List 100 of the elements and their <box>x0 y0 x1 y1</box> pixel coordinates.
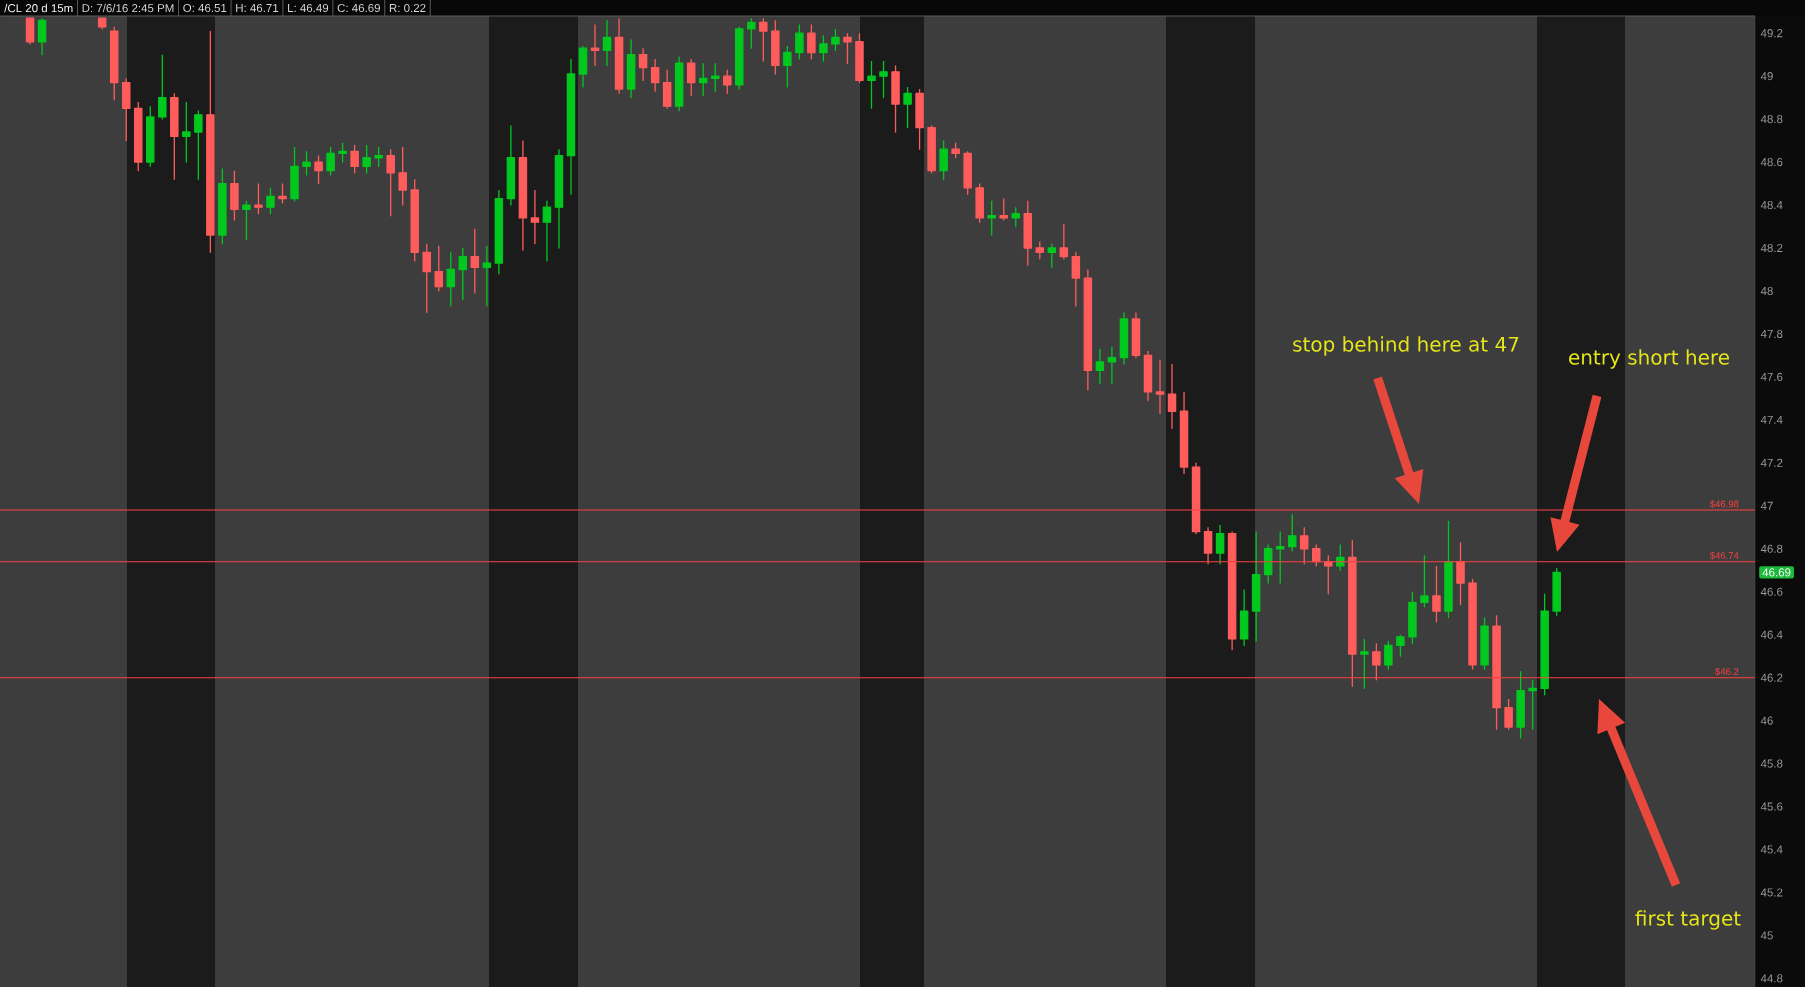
candlestick <box>206 30 215 253</box>
candlestick <box>121 77 131 142</box>
candlestick <box>506 124 516 206</box>
candlestick <box>1071 251 1081 307</box>
candlestick <box>278 182 287 204</box>
text: H: 46.71 <box>236 3 279 13</box>
candlestick <box>158 54 167 120</box>
candlestick <box>133 101 143 172</box>
candlestick <box>1287 513 1297 552</box>
y-tick-label: 48.2 <box>1760 243 1783 253</box>
y-tick-label: 45.8 <box>1760 759 1783 768</box>
candlestick <box>302 150 311 176</box>
y-tick-label: 47 <box>1760 501 1773 510</box>
y-tick-label: 45.6 <box>1760 802 1783 811</box>
candlestick <box>747 17 756 49</box>
annotation: stop behind here at 47 <box>1293 336 1519 356</box>
candlestick <box>1011 206 1021 228</box>
candlestick <box>1408 591 1417 644</box>
candlestick <box>975 182 984 223</box>
candlestick <box>386 148 395 217</box>
y-tick-label: 46.2 <box>1760 673 1783 682</box>
candlestick <box>1299 526 1309 565</box>
candlestick <box>530 189 540 245</box>
candlestick <box>1348 539 1357 687</box>
candlestick <box>879 60 888 99</box>
candlestick <box>350 144 359 174</box>
candlestick <box>1540 593 1549 696</box>
candlestick <box>1372 642 1381 681</box>
candlestick <box>97 17 107 30</box>
candlestick <box>783 45 792 88</box>
candlestick <box>710 62 720 92</box>
candlestick <box>891 64 900 133</box>
candlestick <box>698 62 708 97</box>
y-tick-label: 48 <box>1760 286 1773 296</box>
candlestick <box>1035 240 1045 260</box>
candlestick <box>578 45 588 88</box>
candlestick <box>37 17 47 56</box>
candlestick <box>230 170 239 221</box>
candlestick <box>1492 614 1501 730</box>
candlestick <box>903 86 912 129</box>
candlestick <box>1083 268 1093 391</box>
candlestick <box>843 32 852 64</box>
candlestick <box>146 105 155 168</box>
candlestick <box>362 144 371 174</box>
candlestick <box>1312 543 1321 567</box>
y-tick-label: 48.6 <box>1760 157 1783 167</box>
candlestick <box>819 34 828 62</box>
y-tick-label: 44.8 <box>1760 974 1783 983</box>
candlestick <box>590 23 600 67</box>
candlestick <box>422 243 431 314</box>
candlestick <box>254 182 263 215</box>
candlestick <box>686 58 696 97</box>
y-tick-label: 49.2 <box>1760 29 1783 38</box>
y-tick-label: 46 <box>1760 716 1773 725</box>
annotation: entry short here <box>1569 349 1729 369</box>
candlestick <box>194 109 203 180</box>
candlestick <box>1179 391 1189 475</box>
candlestick <box>1420 554 1429 608</box>
ref-line-label: $46.2 <box>1715 667 1739 676</box>
candlestick <box>518 139 528 251</box>
candlestick <box>807 23 816 60</box>
y-tick-label: 47.4 <box>1760 415 1783 424</box>
candlestick <box>470 228 480 294</box>
text: O: 46.51 <box>183 3 227 13</box>
candlestick <box>338 142 347 163</box>
candlestick <box>662 69 672 110</box>
candlestick <box>638 47 648 82</box>
candlestick <box>626 38 636 99</box>
candlestick <box>182 101 191 163</box>
candlestick <box>795 23 804 60</box>
candlestick <box>1504 698 1513 730</box>
candlestick <box>242 200 251 241</box>
y-tick-label: 46.6 <box>1760 587 1783 596</box>
candlestick <box>1468 578 1477 670</box>
candlestick <box>1215 524 1225 565</box>
candlestick <box>602 19 612 67</box>
candlestick <box>109 26 119 101</box>
y-tick-label: 48.8 <box>1760 115 1783 124</box>
candlestick <box>831 28 840 52</box>
candlestick <box>1480 616 1489 670</box>
candlestick <box>1516 670 1525 739</box>
y-tick-label: 46.8 <box>1760 544 1783 553</box>
candlestick <box>867 60 876 110</box>
candlestick <box>1227 530 1237 651</box>
text: D: 7/6/16 2:45 PM <box>82 3 174 13</box>
y-tick-label: 48.4 <box>1760 200 1783 210</box>
y-tick-label: 47.6 <box>1760 372 1783 381</box>
candlestick <box>1432 565 1441 623</box>
candlestick <box>25 17 35 45</box>
candlestick <box>1552 567 1561 616</box>
candlestick <box>735 26 744 90</box>
candlestick <box>1059 223 1069 260</box>
candlestick <box>542 200 552 262</box>
candlestick <box>482 245 492 307</box>
candlestick <box>614 17 624 94</box>
candlestick <box>951 142 960 159</box>
candlestick <box>326 146 335 176</box>
chart-title: /CL 20 d 15m <box>4 3 73 13</box>
candlestick <box>1107 346 1117 384</box>
candlestick <box>1396 634 1405 657</box>
